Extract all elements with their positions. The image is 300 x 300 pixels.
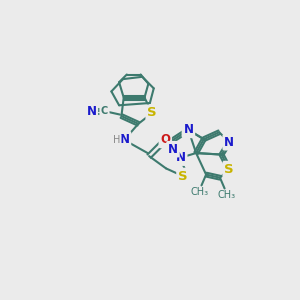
Text: CH₃: CH₃ [217,190,235,200]
Text: S: S [178,169,188,183]
Text: S: S [224,163,234,176]
Text: C: C [101,106,108,116]
Text: N: N [119,133,130,146]
Text: S: S [147,106,157,119]
Text: N: N [176,151,186,164]
Text: N: N [86,105,96,118]
Text: H: H [113,135,121,145]
Text: N: N [183,123,194,136]
Text: O: O [160,134,170,146]
Text: N: N [168,143,178,156]
Text: N: N [224,136,234,149]
Text: CH₃: CH₃ [191,187,209,196]
